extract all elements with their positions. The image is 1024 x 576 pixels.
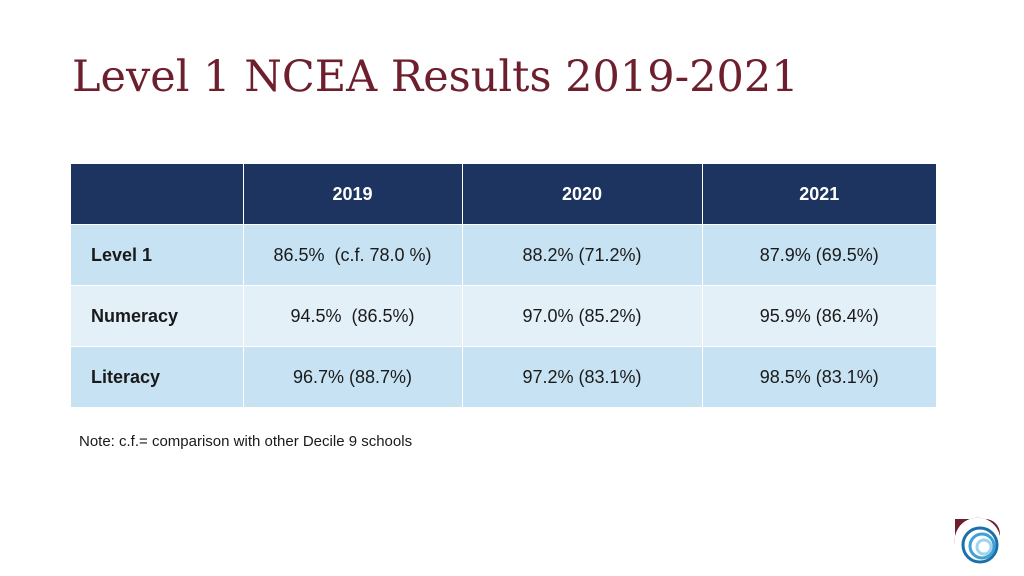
table-header-row: 2019 2020 2021 bbox=[71, 164, 936, 225]
header-cell-empty bbox=[71, 164, 244, 225]
results-table: 2019 2020 2021 Level 1 86.5% (c.f. 78.0 … bbox=[71, 164, 936, 407]
table-cell: 94.5% (86.5%) bbox=[243, 285, 463, 347]
row-label: Numeracy bbox=[71, 285, 244, 347]
header-cell-2020: 2020 bbox=[462, 164, 703, 225]
table-row-literacy: Literacy 96.7% (88.7%) 97.2% (83.1%) 98.… bbox=[71, 346, 936, 407]
table-cell: 98.5% (83.1%) bbox=[702, 346, 936, 407]
slide-title: Level 1 NCEA Results 2019-2021 bbox=[72, 52, 799, 102]
table-row-level-1: Level 1 86.5% (c.f. 78.0 %) 88.2% (71.2%… bbox=[71, 224, 936, 286]
table-cell: 95.9% (86.4%) bbox=[702, 285, 936, 347]
school-logo-icon bbox=[952, 516, 1002, 564]
table-cell: 97.2% (83.1%) bbox=[462, 346, 703, 407]
table-cell: 88.2% (71.2%) bbox=[462, 224, 703, 286]
header-cell-2019: 2019 bbox=[243, 164, 463, 225]
table-cell: 96.7% (88.7%) bbox=[243, 346, 463, 407]
footnote: Note: c.f.= comparison with other Decile… bbox=[79, 433, 413, 450]
table-cell: 87.9% (69.5%) bbox=[702, 224, 936, 286]
table-cell: 97.0% (85.2%) bbox=[462, 285, 703, 347]
row-label: Level 1 bbox=[71, 224, 244, 286]
table-cell: 86.5% (c.f. 78.0 %) bbox=[243, 224, 463, 286]
table-row-numeracy: Numeracy 94.5% (86.5%) 97.0% (85.2%) 95.… bbox=[71, 285, 936, 347]
row-label: Literacy bbox=[71, 346, 244, 407]
header-cell-2021: 2021 bbox=[702, 164, 936, 225]
